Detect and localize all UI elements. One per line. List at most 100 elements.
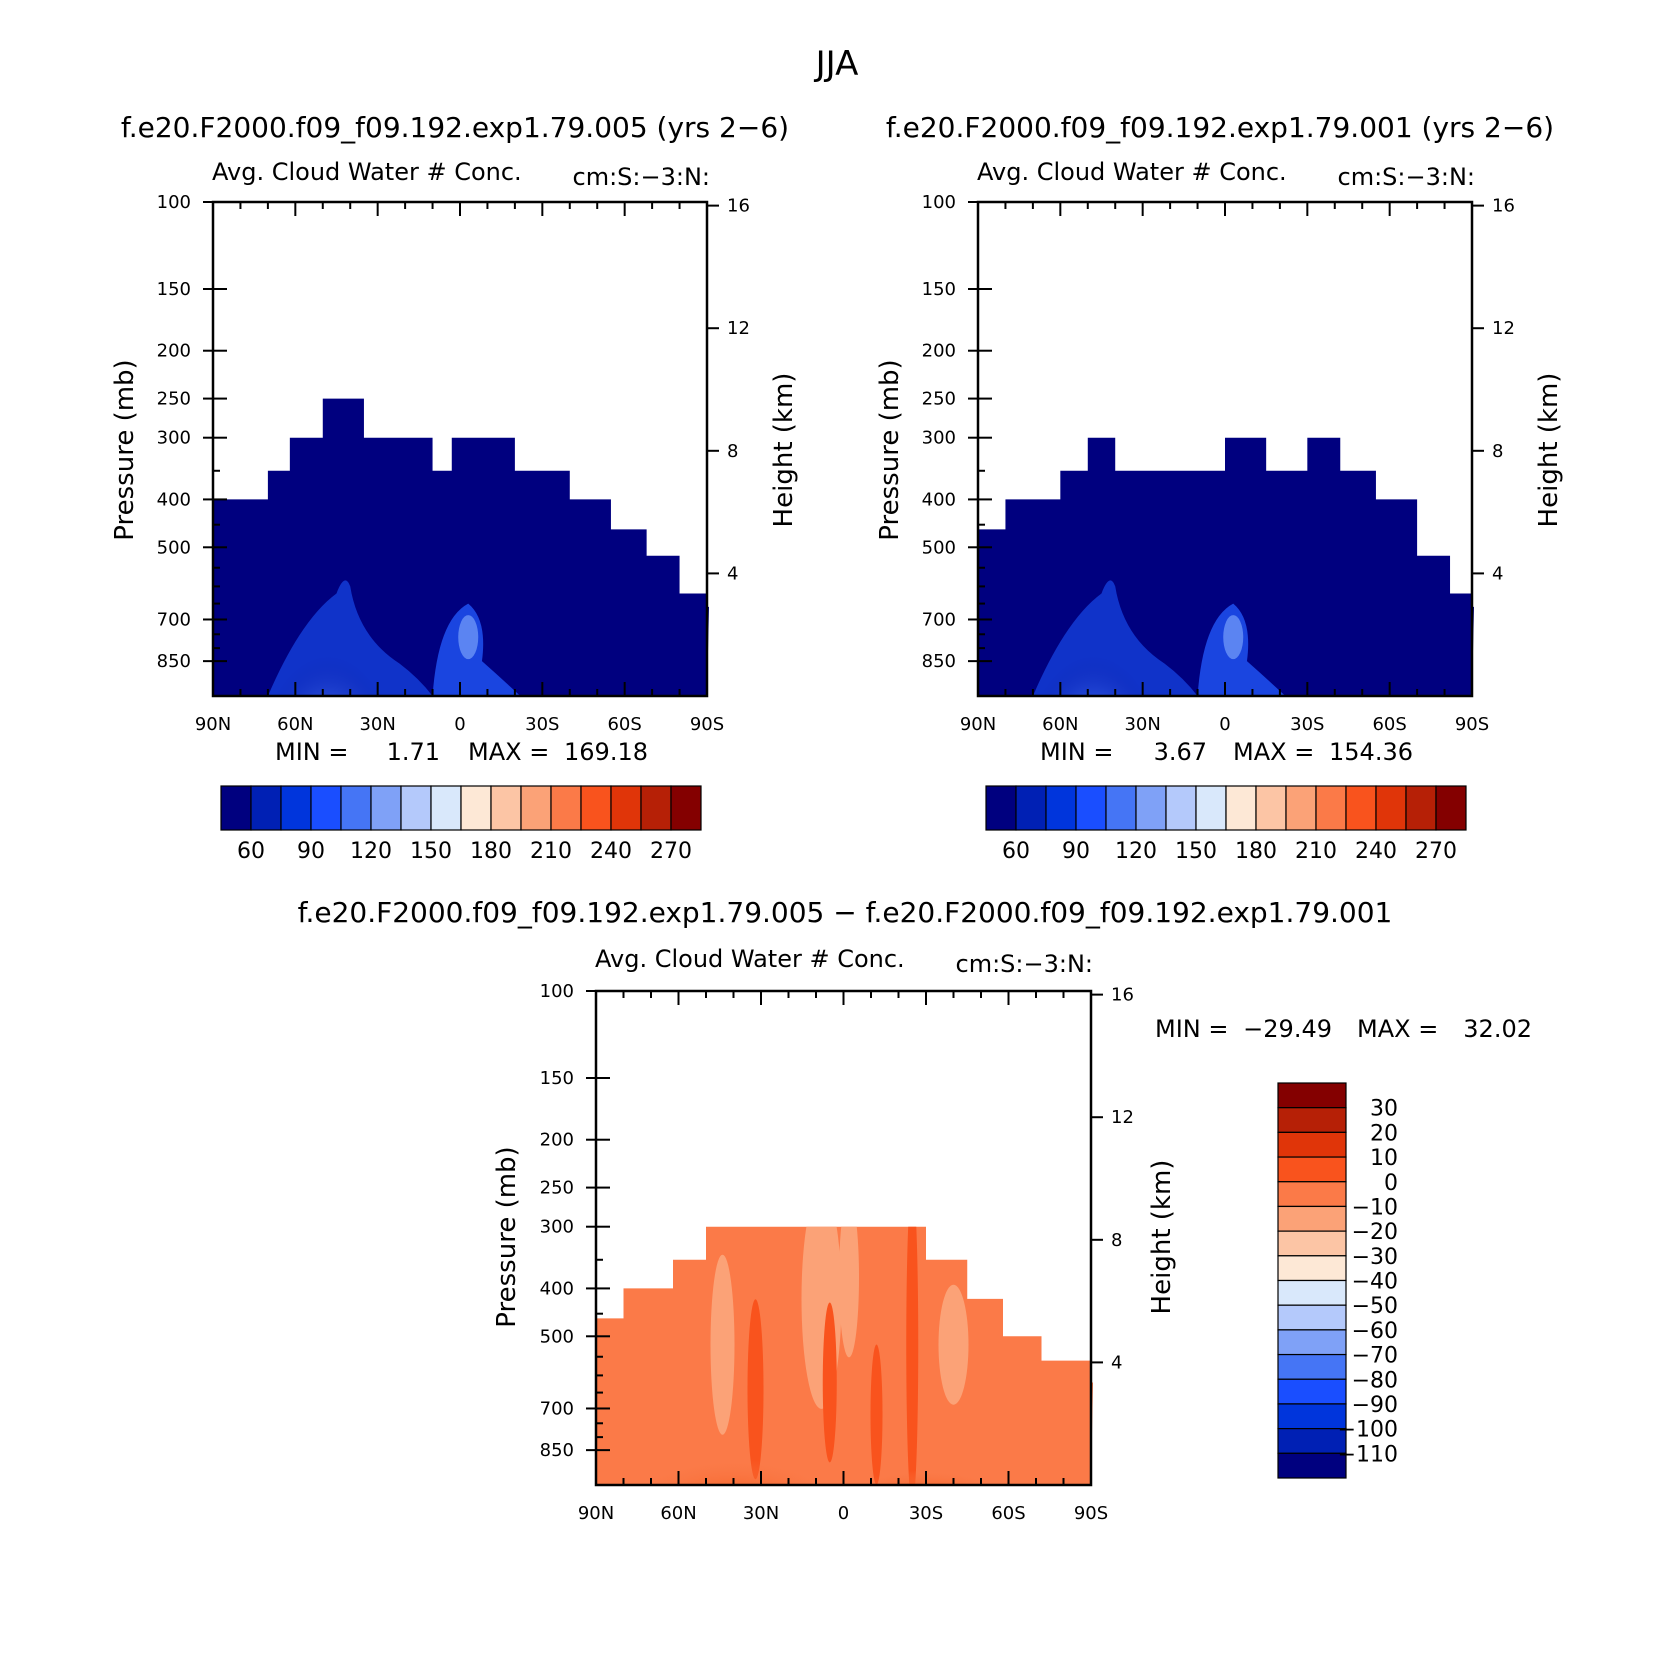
y2-axis-label: Height (km) xyxy=(1534,373,1564,528)
y-tick-label: 850 xyxy=(922,651,956,672)
y-tick-label: 500 xyxy=(157,537,191,558)
contour-max xyxy=(458,615,479,660)
y-tick-label: 100 xyxy=(922,192,956,213)
colorbar-cell xyxy=(1435,785,1467,831)
field-detail xyxy=(1032,580,1286,696)
right-label: cm:S:−3:N: xyxy=(956,950,1093,978)
colorbar-cell xyxy=(1277,1205,1347,1232)
colorbar: 60 90 120 150 180 210 240 270 xyxy=(220,785,702,864)
x-tick-label: 30S xyxy=(525,714,559,735)
colorbar-label: −100 xyxy=(1338,1418,1398,1443)
y-tick-label: 700 xyxy=(922,609,956,630)
colorbar-label: −50 xyxy=(1352,1294,1398,1319)
colorbar-cell xyxy=(280,785,312,831)
y2-tick-label: 4 xyxy=(1492,563,1503,584)
colorbar-cell xyxy=(340,785,372,831)
contour-band xyxy=(822,1302,837,1463)
colorbar-cell xyxy=(490,785,522,831)
colorbar-cell xyxy=(250,785,282,831)
colorbar-cell xyxy=(1105,785,1137,831)
y2-axis-label: Height (km) xyxy=(1147,1160,1177,1315)
colorbar-cell xyxy=(610,785,642,831)
field-detail xyxy=(654,1226,986,1485)
colorbar-label: 90 xyxy=(297,839,325,864)
y-tick-label: 250 xyxy=(157,389,191,410)
contour-band xyxy=(906,1226,919,1485)
max-label: MAX = xyxy=(1233,738,1314,766)
y2-tick-label: 8 xyxy=(1111,1230,1122,1251)
left-label: Avg. Cloud Water # Conc. xyxy=(595,945,905,973)
colorbar-label: 0 xyxy=(1384,1171,1398,1196)
y-tick-label: 200 xyxy=(157,341,191,362)
y-tick-label: 100 xyxy=(540,981,574,1002)
contour-max xyxy=(1038,597,1148,696)
x-tick-label: 0 xyxy=(454,714,465,735)
x-tick-label: 60N xyxy=(1042,714,1078,735)
colorbar-cell xyxy=(370,785,402,831)
colorbar-label: 10 xyxy=(1370,1146,1398,1171)
x-tick-label: 60N xyxy=(277,714,313,735)
x-tick-label: 30N xyxy=(1124,714,1160,735)
max-label: MAX = xyxy=(468,738,549,766)
panel-2: f.e20.F2000.f09_f09.192.exp1.79.001 (yrs… xyxy=(875,111,1564,864)
colorbar-label: 30 xyxy=(1370,1097,1398,1122)
contour-band xyxy=(938,1284,969,1405)
contour-band xyxy=(1197,603,1286,696)
y2-tick-label: 4 xyxy=(1111,1352,1122,1373)
colorbar-cell xyxy=(430,785,462,831)
field-detail xyxy=(267,580,521,696)
colorbar-cell xyxy=(1277,1378,1347,1405)
y-tick-label: 200 xyxy=(922,341,956,362)
y-tick-label: 250 xyxy=(540,1178,574,1199)
y-tick-label: 100 xyxy=(157,192,191,213)
colorbar-cell xyxy=(1277,1156,1347,1183)
left-label: Avg. Cloud Water # Conc. xyxy=(977,158,1287,186)
colorbar-cell xyxy=(985,785,1017,831)
x-tick-label: 60S xyxy=(991,1503,1025,1524)
y-tick-label: 400 xyxy=(922,489,956,510)
panel-3: f.e20.F2000.f09_f09.192.exp1.79.005 − f.… xyxy=(298,896,1532,1524)
min-value: 1.71 xyxy=(387,738,440,766)
colorbar-label: 150 xyxy=(1175,839,1217,864)
y2-tick-label: 16 xyxy=(1111,985,1134,1006)
y-tick-label: 150 xyxy=(922,279,956,300)
left-label: Avg. Cloud Water # Conc. xyxy=(212,158,522,186)
colorbar-label: 210 xyxy=(1295,839,1337,864)
x-tick-label: 0 xyxy=(838,1503,849,1524)
panel-1: f.e20.F2000.f09_f09.192.exp1.79.005 (yrs… xyxy=(110,111,799,864)
colorbar-cell xyxy=(1165,785,1197,831)
colorbar-cell xyxy=(1225,785,1257,831)
y2-tick-label: 12 xyxy=(1492,318,1515,339)
colorbar-cell xyxy=(1135,785,1167,831)
x-tick-label: 90N xyxy=(960,714,996,735)
min-label: MIN = xyxy=(275,738,348,766)
y-tick-label: 400 xyxy=(157,489,191,510)
contour-max xyxy=(866,1460,986,1485)
colorbar: 3020100−10−20−30−40−50−60−70−80−90−100−1… xyxy=(1277,1082,1398,1479)
max-value: 169.18 xyxy=(564,738,648,766)
colorbar-cell xyxy=(1345,785,1377,831)
y-tick-label: 200 xyxy=(540,1130,574,1151)
y-axis-label: Pressure (mb) xyxy=(875,359,905,540)
x-tick-label: 0 xyxy=(1219,714,1230,735)
colorbar-label: −110 xyxy=(1338,1442,1398,1467)
min-value: 3.67 xyxy=(1154,738,1207,766)
min-value: −29.49 xyxy=(1243,1015,1332,1043)
colorbar-cell xyxy=(1277,1403,1347,1430)
colorbar-cell xyxy=(1277,1329,1347,1356)
x-tick-label: 30N xyxy=(359,714,395,735)
colorbar-label: 210 xyxy=(530,839,572,864)
panel-title: f.e20.F2000.f09_f09.192.exp1.79.005 − f.… xyxy=(298,896,1393,929)
colorbar-label: 20 xyxy=(1370,1121,1398,1146)
colorbar: 60 90 120 150 180 210 240 270 xyxy=(985,785,1467,864)
x-tick-label: 30N xyxy=(743,1503,779,1524)
colorbar-cell xyxy=(1277,1230,1347,1257)
y2-tick-label: 16 xyxy=(1492,196,1515,217)
y-tick-label: 150 xyxy=(540,1068,574,1089)
colorbar-cell xyxy=(1277,1452,1347,1479)
contour-max xyxy=(654,1440,813,1485)
y2-tick-label: 12 xyxy=(727,318,750,339)
colorbar-cell xyxy=(1375,785,1407,831)
plot-area: 90N 60N 30N 0 30S 60S 90S 100 150 200 250 300 400 500… xyxy=(157,192,750,735)
